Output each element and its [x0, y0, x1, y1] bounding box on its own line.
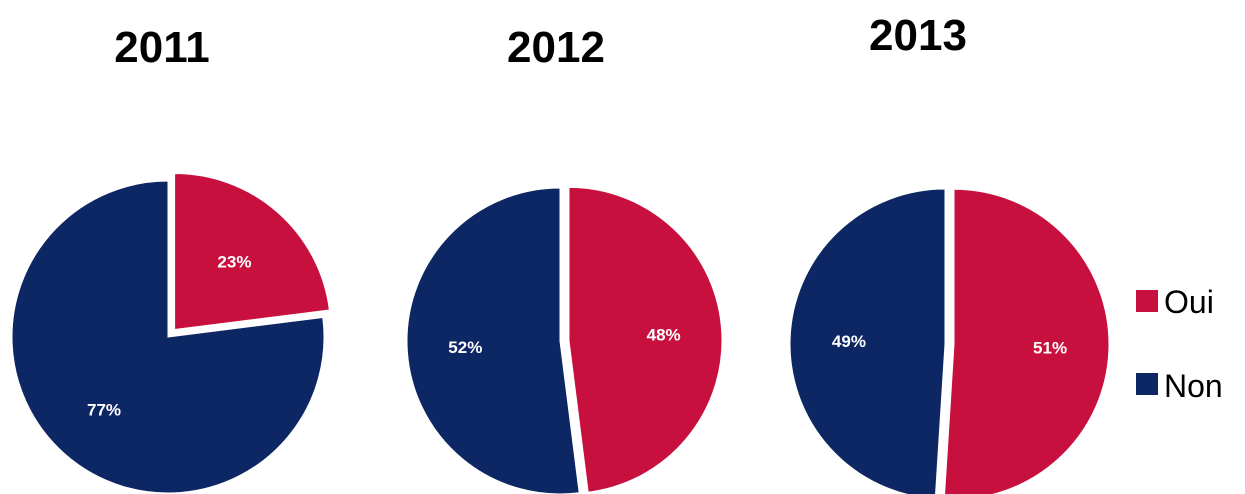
- slice-label-2013-oui: 51%: [1033, 338, 1067, 357]
- pie-slice-2011-oui: [174, 172, 330, 331]
- slice-label-2011-oui: 23%: [217, 253, 251, 272]
- pie-slice-2012-non: [406, 187, 580, 494]
- pie-chart-2011: 2011 23% 77%: [11, 23, 330, 494]
- slice-label-2012-non: 52%: [448, 338, 482, 357]
- slice-label-2012-oui: 48%: [647, 325, 681, 344]
- legend-swatch-non: [1136, 373, 1158, 395]
- legend-label-non: Non: [1164, 368, 1223, 404]
- pie-slice-2013-non: [789, 188, 946, 494]
- slice-label-2011-non: 77%: [87, 401, 121, 420]
- chart-title-2011: 2011: [114, 23, 209, 72]
- legend-item-oui: Oui: [1136, 284, 1214, 320]
- legend-label-oui: Oui: [1164, 284, 1214, 320]
- pie-slice-2011-non: [11, 180, 325, 494]
- chart-title-2012: 2012: [507, 23, 605, 72]
- legend-item-non: Non: [1136, 368, 1223, 404]
- pie-chart-2013: 2013 51% 49%: [789, 11, 1110, 494]
- slice-label-2013-non: 49%: [832, 332, 866, 351]
- legend-swatch-oui: [1136, 290, 1158, 312]
- pie-slice-2013-oui: [944, 188, 1110, 494]
- pie-slice-2012-oui: [568, 186, 723, 493]
- chart-title-2013: 2013: [869, 11, 967, 60]
- pie-chart-2012: 2012 48% 52%: [406, 23, 723, 494]
- legend: Oui Non: [1136, 284, 1223, 404]
